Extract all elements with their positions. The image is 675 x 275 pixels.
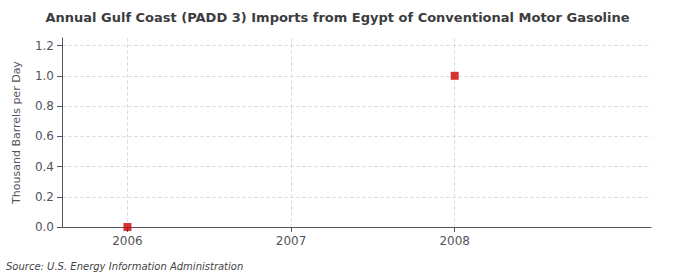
svg-text:0.4: 0.4 bbox=[35, 160, 54, 174]
svg-text:2008: 2008 bbox=[439, 234, 470, 248]
svg-text:0.6: 0.6 bbox=[35, 129, 54, 143]
svg-text:Thousand Barrels per Day: Thousand Barrels per Day bbox=[10, 61, 23, 205]
svg-text:2007: 2007 bbox=[276, 234, 307, 248]
svg-text:1.2: 1.2 bbox=[35, 39, 54, 53]
svg-text:0.2: 0.2 bbox=[35, 190, 54, 204]
svg-text:0.0: 0.0 bbox=[35, 220, 54, 234]
svg-text:1.0: 1.0 bbox=[35, 69, 54, 83]
svg-text:0.8: 0.8 bbox=[35, 99, 54, 113]
svg-text:Annual Gulf Coast (PADD 3) Imp: Annual Gulf Coast (PADD 3) Imports from … bbox=[45, 10, 629, 25]
svg-text:2006: 2006 bbox=[112, 234, 143, 248]
svg-text:Source: U.S. Energy Informatio: Source: U.S. Energy Information Administ… bbox=[6, 261, 243, 272]
